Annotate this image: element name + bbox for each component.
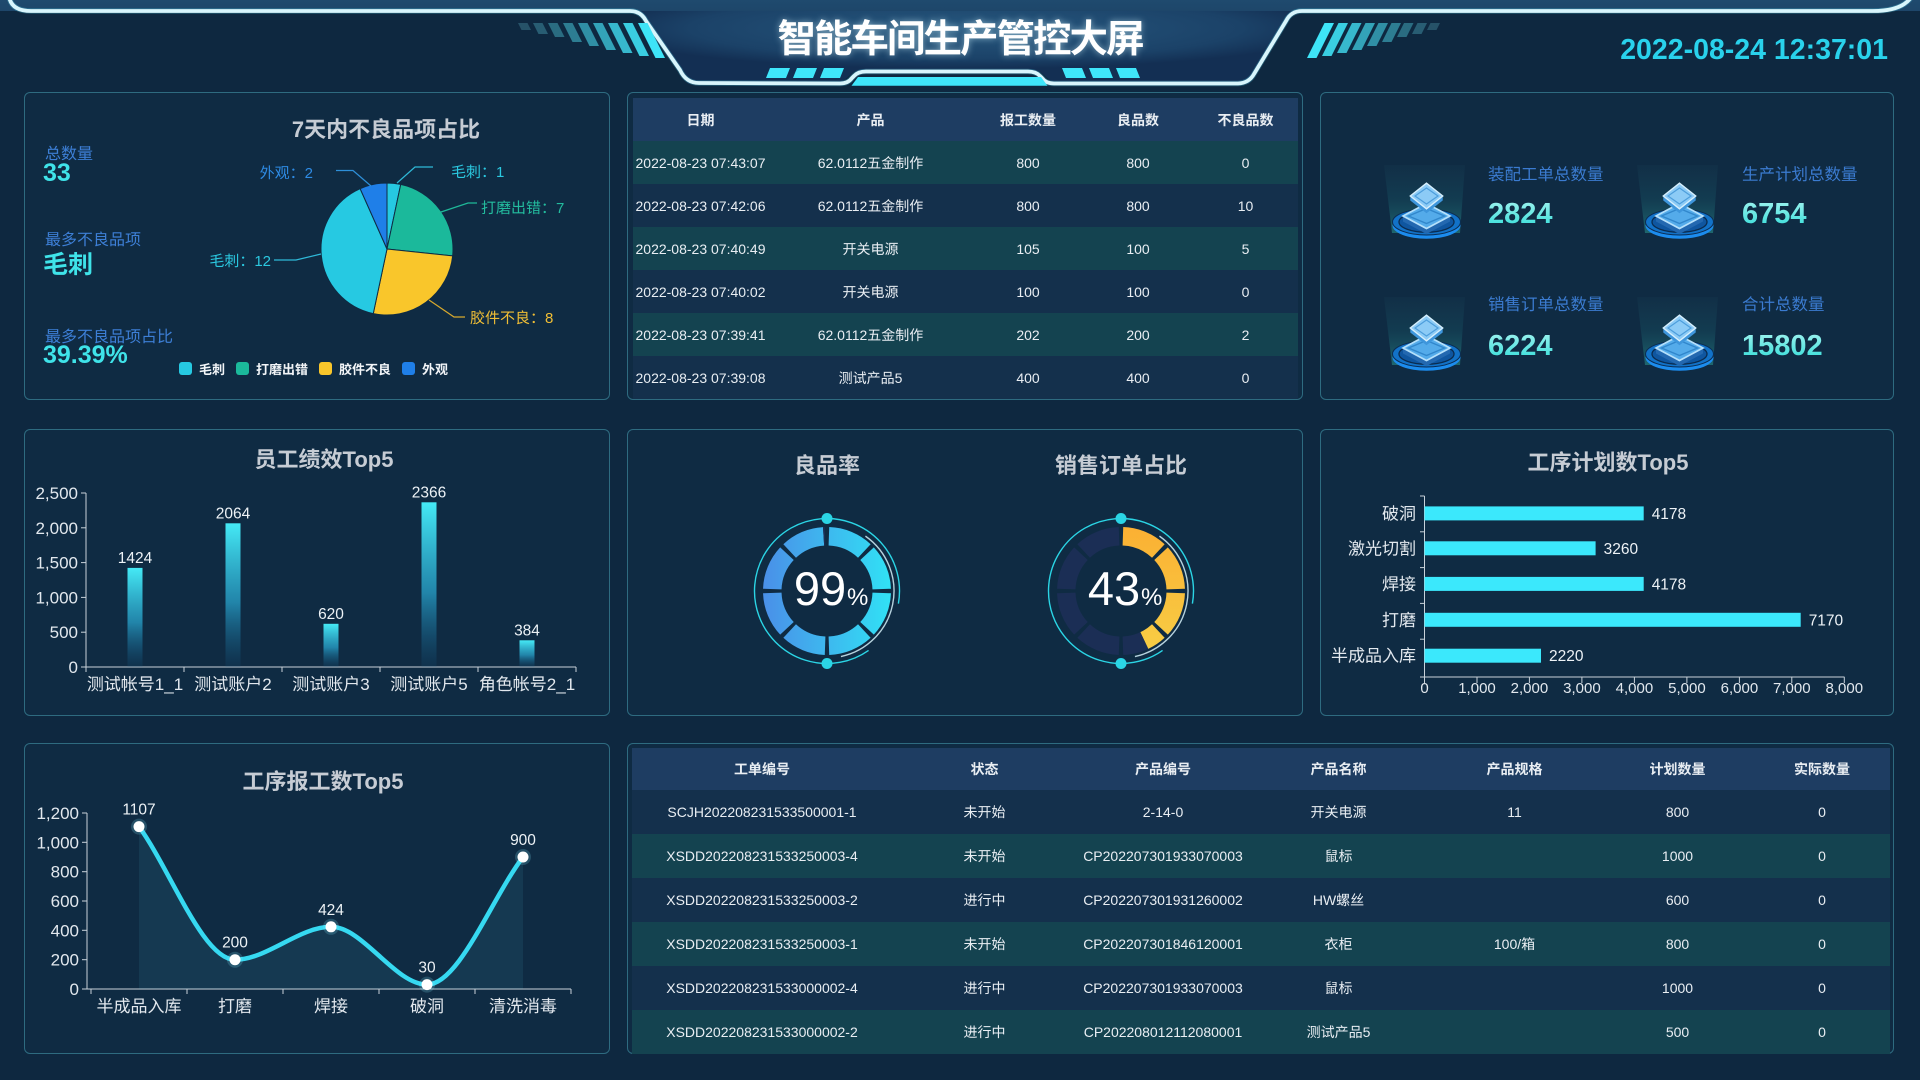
svg-text:销售订单占比: 销售订单占比 [1055,453,1187,478]
svg-text:1,200: 1,200 [36,804,79,823]
svg-text:清洗消毒: 清洗消毒 [489,997,557,1016]
svg-text:1107: 1107 [122,802,155,819]
svg-text:384: 384 [514,622,540,639]
svg-text:2366: 2366 [412,484,446,501]
svg-text:15802: 15802 [1742,330,1823,362]
svg-text:3,000: 3,000 [1563,680,1601,697]
svg-text:7,000: 7,000 [1773,680,1811,697]
svg-text:2824: 2824 [1488,198,1553,230]
svg-text:工序报工数Top5: 工序报工数Top5 [243,769,404,794]
svg-text:600: 600 [51,892,79,911]
svg-text:2,000: 2,000 [1511,680,1549,697]
svg-text:生产计划总数量: 生产计划总数量 [1742,166,1858,184]
svg-text:7170: 7170 [1809,612,1844,629]
svg-text:毛刺：12: 毛刺：12 [209,253,271,270]
svg-text:3260: 3260 [1604,541,1639,558]
svg-text:装配工单总数量: 装配工单总数量 [1488,166,1604,184]
svg-text:6,000: 6,000 [1721,680,1759,697]
svg-text:1,000: 1,000 [36,833,79,852]
svg-text:500: 500 [50,623,78,642]
svg-text:4178: 4178 [1652,506,1686,523]
svg-text:销售订单总数量: 销售订单总数量 [1488,296,1604,314]
svg-text:半成品入库: 半成品入库 [97,997,182,1016]
svg-text:1,500: 1,500 [35,554,78,573]
svg-text:4178: 4178 [1652,576,1686,593]
svg-text:6754: 6754 [1742,198,1807,230]
svg-text:2220: 2220 [1549,648,1584,665]
svg-text:半成品入库: 半成品入库 [1331,647,1416,666]
svg-text:员工绩效Top5: 员工绩效Top5 [255,447,394,472]
svg-text:良品率: 良品率 [794,453,860,478]
svg-text:破洞: 破洞 [1382,504,1416,523]
svg-text:%: % [847,584,868,611]
svg-text:测试账户2: 测试账户2 [194,675,271,694]
svg-text:打磨出错：7: 打磨出错：7 [481,200,564,217]
svg-text:2,000: 2,000 [35,519,78,538]
svg-text:2,500: 2,500 [35,484,78,503]
svg-text:焊接: 焊接 [1382,575,1416,594]
svg-text:毛刺：1: 毛刺：1 [451,164,504,181]
svg-text:智能车间生产管控大屏: 智能车间生产管控大屏 [777,18,1143,61]
svg-text:胶件不良：8: 胶件不良：8 [470,310,553,327]
svg-text:破洞: 破洞 [410,997,444,1016]
svg-text:测试账户3: 测试账户3 [292,675,369,694]
svg-text:合计总数量: 合计总数量 [1742,296,1825,314]
svg-text:激光切割: 激光切割 [1348,539,1416,558]
svg-text:99: 99 [794,562,846,615]
svg-text:测试帐号1_1: 测试帐号1_1 [87,675,183,694]
svg-text:1424: 1424 [118,550,153,567]
svg-text:0: 0 [1420,680,1428,697]
svg-text:角色帐号2_1: 角色帐号2_1 [479,675,575,694]
svg-text:6224: 6224 [1488,330,1553,362]
svg-text:5,000: 5,000 [1668,680,1706,697]
svg-text:外观：2: 外观：2 [260,165,313,182]
svg-text:1,000: 1,000 [1458,680,1496,697]
svg-text:0: 0 [69,658,78,677]
svg-text:焊接: 焊接 [314,997,348,1016]
svg-text:打磨: 打磨 [1382,611,1416,630]
svg-text:400: 400 [51,921,79,940]
svg-text:%: % [1141,584,1162,611]
svg-text:200: 200 [51,951,79,970]
svg-text:900: 900 [510,832,536,849]
svg-text:43: 43 [1088,562,1140,615]
svg-text:200: 200 [222,935,248,952]
svg-text:8,000: 8,000 [1826,680,1864,697]
svg-text:2022-08-24 12:37:01: 2022-08-24 12:37:01 [1620,34,1888,66]
svg-text:2064: 2064 [216,505,251,522]
svg-text:工序计划数Top5: 工序计划数Top5 [1528,450,1689,475]
svg-text:测试账户5: 测试账户5 [390,675,467,694]
svg-text:打磨: 打磨 [218,997,252,1016]
svg-text:424: 424 [318,902,344,919]
svg-text:4,000: 4,000 [1616,680,1654,697]
svg-text:620: 620 [318,606,344,623]
svg-text:30: 30 [418,960,436,977]
svg-text:0: 0 [70,980,79,999]
svg-text:800: 800 [51,863,79,882]
svg-text:1,000: 1,000 [35,588,78,607]
